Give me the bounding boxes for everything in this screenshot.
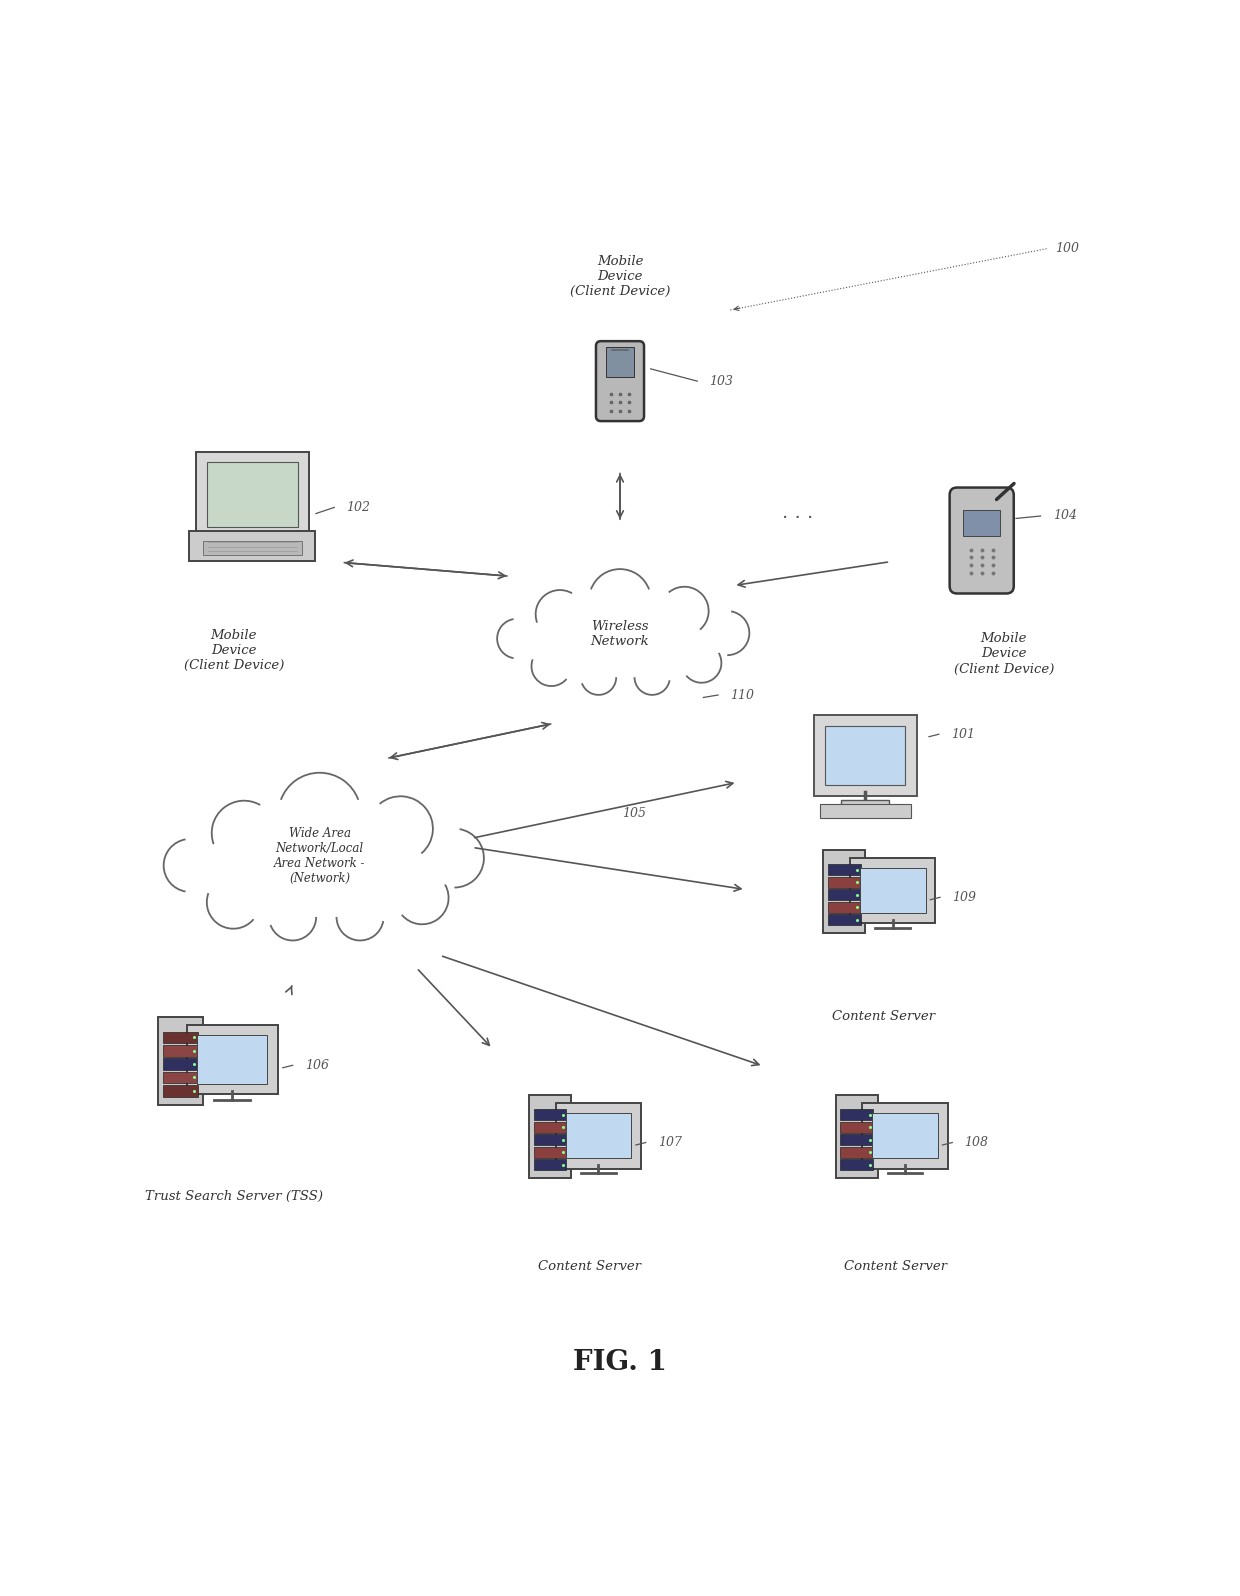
Text: FIG. 1: FIG. 1 bbox=[573, 1349, 667, 1376]
FancyBboxPatch shape bbox=[202, 541, 301, 555]
FancyBboxPatch shape bbox=[859, 868, 925, 913]
Circle shape bbox=[682, 643, 722, 683]
FancyBboxPatch shape bbox=[197, 1036, 267, 1084]
Text: 100: 100 bbox=[1055, 243, 1079, 255]
FancyBboxPatch shape bbox=[828, 915, 861, 926]
FancyBboxPatch shape bbox=[556, 1103, 641, 1168]
Text: 109: 109 bbox=[952, 891, 976, 903]
FancyBboxPatch shape bbox=[162, 1045, 197, 1057]
Text: 102: 102 bbox=[346, 501, 371, 514]
Text: Content Server: Content Server bbox=[832, 1010, 935, 1023]
Text: Trust Search Server (TSS): Trust Search Server (TSS) bbox=[145, 1191, 322, 1203]
Ellipse shape bbox=[523, 605, 717, 672]
FancyBboxPatch shape bbox=[190, 531, 315, 562]
FancyBboxPatch shape bbox=[162, 1071, 197, 1084]
FancyBboxPatch shape bbox=[162, 1058, 197, 1069]
Text: Content Server: Content Server bbox=[844, 1261, 947, 1274]
FancyBboxPatch shape bbox=[836, 1095, 878, 1178]
FancyBboxPatch shape bbox=[849, 857, 935, 924]
Text: Client Device: Client Device bbox=[826, 879, 916, 894]
FancyBboxPatch shape bbox=[828, 889, 861, 900]
Circle shape bbox=[635, 659, 670, 694]
Circle shape bbox=[212, 801, 277, 865]
Text: Content Server: Content Server bbox=[538, 1261, 641, 1274]
Circle shape bbox=[706, 611, 749, 656]
FancyBboxPatch shape bbox=[533, 1122, 567, 1133]
Text: 106: 106 bbox=[305, 1058, 329, 1073]
FancyBboxPatch shape bbox=[841, 800, 889, 804]
Circle shape bbox=[269, 894, 316, 940]
FancyBboxPatch shape bbox=[828, 863, 861, 875]
FancyBboxPatch shape bbox=[159, 1017, 202, 1104]
Text: · · ·: · · · bbox=[782, 509, 813, 528]
FancyBboxPatch shape bbox=[841, 1122, 873, 1133]
FancyBboxPatch shape bbox=[198, 531, 306, 536]
FancyBboxPatch shape bbox=[196, 452, 309, 536]
FancyBboxPatch shape bbox=[841, 1109, 873, 1120]
FancyBboxPatch shape bbox=[872, 1112, 937, 1159]
FancyBboxPatch shape bbox=[533, 1148, 567, 1157]
Text: Wireless
Network: Wireless Network bbox=[590, 619, 650, 648]
Circle shape bbox=[497, 619, 537, 659]
Circle shape bbox=[279, 772, 361, 855]
FancyBboxPatch shape bbox=[841, 1148, 873, 1157]
Text: Mobile
Device
(Client Device): Mobile Device (Client Device) bbox=[184, 629, 284, 672]
FancyBboxPatch shape bbox=[533, 1135, 567, 1146]
Text: Wide Area
Network/Local
Area Network -
(Network): Wide Area Network/Local Area Network - (… bbox=[274, 827, 366, 884]
Circle shape bbox=[660, 587, 708, 635]
FancyBboxPatch shape bbox=[162, 1031, 197, 1044]
FancyBboxPatch shape bbox=[963, 511, 1001, 536]
FancyBboxPatch shape bbox=[533, 1109, 567, 1120]
FancyBboxPatch shape bbox=[565, 1112, 631, 1159]
Text: 101: 101 bbox=[951, 728, 975, 741]
Circle shape bbox=[580, 659, 616, 694]
Circle shape bbox=[425, 828, 484, 887]
FancyBboxPatch shape bbox=[207, 461, 298, 527]
FancyBboxPatch shape bbox=[862, 1103, 947, 1168]
Circle shape bbox=[207, 876, 259, 929]
Circle shape bbox=[396, 871, 449, 924]
FancyBboxPatch shape bbox=[841, 1159, 873, 1170]
Text: 104: 104 bbox=[1053, 509, 1076, 522]
FancyBboxPatch shape bbox=[162, 1085, 197, 1096]
Circle shape bbox=[164, 839, 217, 892]
Text: 105: 105 bbox=[622, 808, 646, 820]
Text: 108: 108 bbox=[965, 1136, 988, 1149]
FancyBboxPatch shape bbox=[828, 876, 861, 887]
FancyBboxPatch shape bbox=[950, 487, 1014, 594]
FancyBboxPatch shape bbox=[606, 348, 634, 377]
FancyBboxPatch shape bbox=[813, 715, 916, 795]
Circle shape bbox=[589, 570, 651, 630]
Circle shape bbox=[336, 894, 383, 940]
Circle shape bbox=[368, 796, 433, 860]
Circle shape bbox=[536, 591, 584, 638]
Text: Mobile
Device
(Client Device): Mobile Device (Client Device) bbox=[570, 255, 670, 298]
Circle shape bbox=[532, 646, 572, 686]
Text: 110: 110 bbox=[730, 688, 754, 702]
FancyBboxPatch shape bbox=[820, 804, 910, 817]
Ellipse shape bbox=[198, 822, 441, 910]
FancyBboxPatch shape bbox=[533, 1159, 567, 1170]
FancyBboxPatch shape bbox=[529, 1095, 570, 1178]
FancyBboxPatch shape bbox=[841, 1135, 873, 1146]
FancyBboxPatch shape bbox=[823, 851, 866, 934]
FancyBboxPatch shape bbox=[828, 902, 861, 913]
Text: 103: 103 bbox=[709, 375, 734, 388]
FancyBboxPatch shape bbox=[596, 342, 644, 421]
Text: 107: 107 bbox=[658, 1136, 682, 1149]
Text: Mobile
Device
(Client Device): Mobile Device (Client Device) bbox=[954, 632, 1054, 675]
FancyBboxPatch shape bbox=[825, 726, 905, 785]
FancyBboxPatch shape bbox=[186, 1025, 278, 1095]
